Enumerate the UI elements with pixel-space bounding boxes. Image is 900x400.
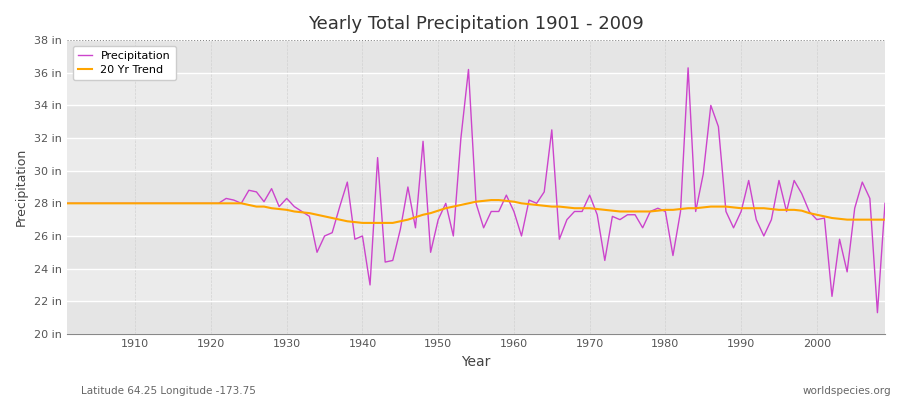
Precipitation [872, 310, 883, 315]
20 Yr Trend [524, 202, 535, 206]
Bar [68, 203, 885, 236]
Line: Precipitation: Precipitation [68, 68, 885, 313]
Bar [68, 40, 885, 73]
Title: Yearly Total Precipitation 1901 - 2009: Yearly Total Precipitation 1901 - 2009 [308, 15, 644, 33]
20 Yr Trend [334, 217, 345, 222]
Text: worldspecies.org: worldspecies.org [803, 386, 891, 396]
Text: Latitude 64.25 Longitude -173.75: Latitude 64.25 Longitude -173.75 [81, 386, 256, 396]
20 Yr Trend [516, 201, 526, 206]
Bar [68, 301, 885, 334]
20 Yr Trend [486, 198, 497, 202]
Precipitation [334, 204, 345, 209]
Bar [68, 236, 885, 269]
Precipitation [599, 258, 610, 263]
20 Yr Trend [615, 209, 626, 214]
Precipitation [501, 193, 512, 198]
20 Yr Trend [62, 201, 73, 206]
Precipitation [508, 209, 519, 214]
Bar [68, 105, 885, 138]
Precipitation [62, 201, 73, 206]
Precipitation [122, 201, 133, 206]
20 Yr Trend [289, 209, 300, 214]
Bar [68, 73, 885, 105]
Bar [68, 138, 885, 171]
X-axis label: Year: Year [462, 355, 490, 369]
Bar [68, 269, 885, 301]
Precipitation [683, 66, 694, 70]
20 Yr Trend [122, 201, 133, 206]
Precipitation [879, 201, 890, 206]
20 Yr Trend [879, 217, 890, 222]
Bar [68, 171, 885, 203]
Y-axis label: Precipitation: Precipitation [15, 148, 28, 226]
20 Yr Trend [357, 220, 368, 225]
Line: 20 Yr Trend: 20 Yr Trend [68, 200, 885, 223]
Legend: Precipitation, 20 Yr Trend: Precipitation, 20 Yr Trend [73, 46, 176, 80]
Precipitation [289, 204, 300, 209]
